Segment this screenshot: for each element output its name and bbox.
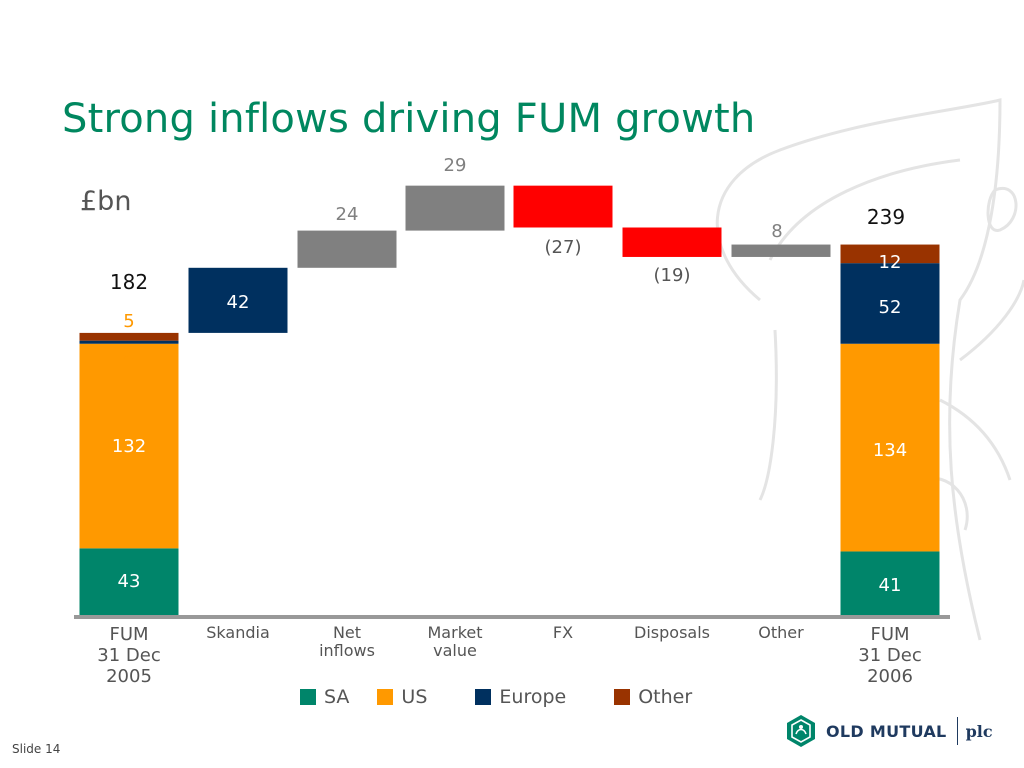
step-label-1: 42 bbox=[227, 292, 250, 313]
category-label-4-line-0: FX bbox=[553, 623, 573, 642]
legend-label-us: US bbox=[401, 686, 428, 708]
logo-name: OLD MUTUAL bbox=[826, 721, 947, 741]
step-label-2: 24 bbox=[336, 204, 359, 225]
end-label-sa: 41 bbox=[879, 575, 902, 596]
start-total-label: 182 bbox=[110, 270, 148, 294]
start-bar-us bbox=[79, 343, 179, 549]
category-label-0-line-1: 31 Dec bbox=[97, 645, 160, 666]
legend-label-europe: Europe bbox=[499, 686, 567, 708]
start-bar-other bbox=[79, 332, 179, 341]
step-label-4: (27) bbox=[545, 237, 582, 258]
category-label-3-line-1: value bbox=[433, 641, 477, 660]
logo-crest-icon bbox=[787, 715, 815, 747]
start-label-sa: 43 bbox=[118, 571, 141, 592]
step-bar-2 bbox=[297, 230, 397, 268]
step-label-3: 29 bbox=[444, 155, 467, 176]
start-label-us: 132 bbox=[112, 436, 146, 457]
end-bar-sa bbox=[840, 551, 940, 615]
category-label-6-line-0: Other bbox=[758, 623, 804, 642]
legend-label-sa: SA bbox=[324, 686, 350, 708]
step-bar-3 bbox=[405, 185, 505, 231]
legend-label-other: Other bbox=[638, 686, 693, 708]
waterfall-chart: 43 132 2 5 182 42 24 29 (27) (19) 8 41 134 52 12 239 FUM… bbox=[74, 155, 950, 687]
category-label-5-line-0: Disposals bbox=[634, 623, 710, 642]
legend-item-sa: SA bbox=[300, 686, 349, 708]
category-label-7-line-1: 31 Dec bbox=[858, 645, 921, 666]
unit-label: £bn bbox=[80, 186, 132, 217]
legend-swatch-other bbox=[614, 689, 631, 705]
step-label-5: (19) bbox=[654, 265, 691, 286]
category-label-0-line-2: 2005 bbox=[106, 666, 152, 687]
end-total-label: 239 bbox=[867, 205, 905, 229]
category-label-7-line-0: FUM bbox=[870, 624, 909, 645]
category-label-2-line-0: Net bbox=[333, 623, 361, 642]
logo-suffix: plc bbox=[965, 721, 993, 741]
start-label-europe: 2 bbox=[123, 343, 134, 364]
category-label-7-line-2: 2006 bbox=[867, 666, 913, 687]
end-bar-europe bbox=[840, 263, 940, 344]
legend-item-us: US bbox=[377, 686, 427, 708]
logo-divider bbox=[956, 717, 958, 745]
end-label-other: 12 bbox=[879, 252, 902, 273]
legend-swatch-us bbox=[377, 689, 394, 705]
end-bar-us bbox=[840, 343, 940, 552]
step-bar-4 bbox=[513, 185, 613, 228]
step-bar-1 bbox=[188, 267, 288, 333]
legend-item-europe: Europe bbox=[475, 686, 566, 708]
end-label-us: 134 bbox=[873, 440, 907, 461]
end-bar-other bbox=[840, 244, 940, 264]
start-label-other: 5 bbox=[123, 311, 134, 332]
step-label-6: 8 bbox=[771, 221, 782, 242]
slide-title: Strong inflows driving FUM growth bbox=[62, 96, 756, 142]
legend-item-other: Other bbox=[614, 686, 692, 708]
legend-swatch-sa bbox=[300, 689, 316, 705]
end-label-europe: 52 bbox=[879, 297, 902, 318]
step-bar-6 bbox=[731, 244, 831, 257]
legend-swatch-europe bbox=[475, 689, 492, 705]
start-bar-sa bbox=[79, 548, 179, 615]
slide-number: Slide 14 bbox=[12, 742, 61, 756]
category-label-3-line-0: Market bbox=[428, 623, 483, 642]
start-bar-europe bbox=[79, 340, 179, 344]
category-label-1-line-0: Skandia bbox=[206, 623, 270, 642]
old-mutual-logo: OLD MUTUAL plc bbox=[784, 714, 993, 748]
category-label-0-line-0: FUM bbox=[109, 624, 148, 645]
chart-legend: SA US Europe Other bbox=[300, 686, 738, 708]
step-bar-5 bbox=[622, 227, 722, 257]
category-label-2-line-1: inflows bbox=[319, 641, 375, 660]
